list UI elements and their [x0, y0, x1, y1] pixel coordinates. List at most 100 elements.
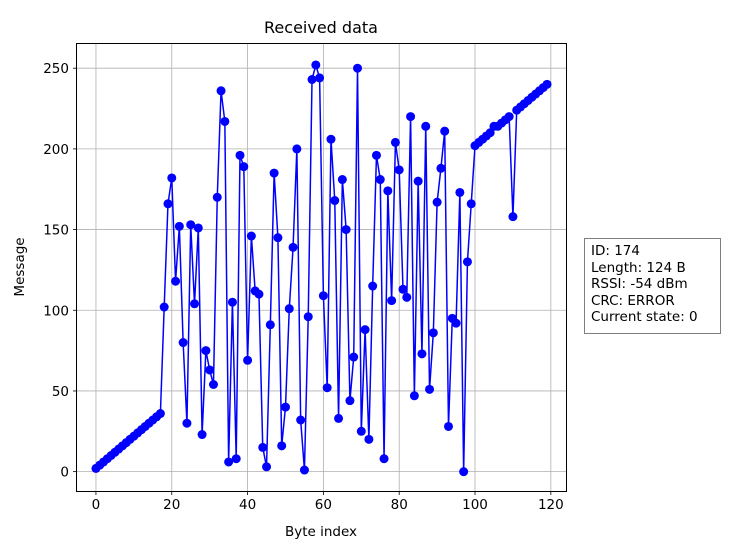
- data-point: [269, 168, 279, 178]
- data-point: [322, 383, 332, 393]
- packet-info-box: ID: 174 Length: 124 B RSSI: -54 dBm CRC:…: [584, 238, 721, 334]
- data-point: [390, 137, 400, 147]
- data-point: [273, 233, 283, 243]
- data-point: [459, 467, 469, 477]
- data-point: [311, 60, 321, 70]
- packet-crc: CRC: ERROR: [591, 292, 675, 309]
- data-point: [201, 346, 211, 356]
- packet-rssi: RSSI: -54 dBm: [591, 276, 688, 292]
- data-point: [334, 413, 344, 423]
- data-point: [307, 75, 317, 85]
- data-point: [455, 187, 465, 197]
- data-point: [402, 292, 412, 302]
- data-point: [227, 297, 237, 307]
- data-point: [296, 415, 306, 425]
- data-point: [353, 63, 363, 73]
- current-state: Current state: 0: [591, 309, 698, 325]
- data-point: [262, 462, 272, 472]
- data-point: [368, 281, 378, 291]
- data-point: [364, 434, 374, 444]
- data-point: [235, 150, 245, 160]
- data-point: [258, 442, 268, 452]
- data-point: [330, 196, 340, 206]
- data-point: [193, 223, 203, 233]
- data-point: [303, 312, 313, 322]
- data-point: [167, 173, 177, 183]
- packet-length: Length: 124 B: [591, 259, 686, 276]
- data-point: [398, 284, 408, 294]
- data-point: [315, 73, 325, 83]
- data-point: [409, 391, 419, 401]
- x-axis-label: Byte index: [285, 524, 357, 540]
- data-point: [171, 276, 181, 286]
- data-point: [186, 220, 196, 230]
- data-point: [337, 175, 347, 185]
- data-point: [413, 176, 423, 186]
- data-point: [182, 418, 192, 428]
- data-point: [341, 225, 351, 235]
- x-tick-label: 0: [92, 497, 101, 513]
- data-point: [197, 430, 207, 440]
- data-point: [239, 162, 249, 172]
- data-point: [246, 231, 256, 241]
- data-point: [432, 197, 442, 207]
- data-point: [387, 296, 397, 306]
- data-point: [243, 355, 253, 365]
- data-point: [451, 318, 461, 328]
- y-tick-label: 150: [43, 223, 69, 239]
- data-point: [299, 465, 309, 475]
- data-point: [280, 402, 290, 412]
- data-point: [163, 199, 173, 209]
- data-point: [504, 112, 514, 122]
- x-tick-label: 100: [462, 497, 488, 513]
- data-point: [220, 116, 230, 126]
- data-point: [443, 421, 453, 431]
- data-point: [360, 325, 370, 335]
- data-point: [383, 186, 393, 196]
- data-point: [212, 192, 222, 202]
- x-tick-label: 120: [538, 497, 564, 513]
- data-point: [436, 163, 446, 173]
- data-point: [284, 304, 294, 314]
- plot-area-frame: [76, 43, 567, 492]
- data-point: [425, 384, 435, 394]
- y-tick-label: 100: [43, 303, 69, 319]
- data-point: [174, 221, 184, 231]
- data-point: [428, 328, 438, 338]
- data-point: [345, 396, 355, 406]
- data-point: [326, 134, 336, 144]
- data-point: [205, 365, 215, 375]
- data-point: [394, 165, 404, 175]
- data-point: [462, 257, 472, 267]
- data-point: [254, 289, 264, 299]
- y-tick-label: 50: [52, 384, 69, 400]
- data-point: [421, 121, 431, 131]
- y-tick-label: 200: [43, 142, 69, 158]
- x-tick-label: 80: [391, 497, 408, 513]
- data-point: [231, 454, 241, 464]
- data-point: [375, 175, 385, 185]
- x-tick-label: 20: [163, 497, 180, 513]
- x-tick-label: 60: [315, 497, 332, 513]
- data-point: [440, 126, 450, 136]
- x-tick-label: 40: [239, 497, 256, 513]
- data-series: [91, 60, 552, 477]
- data-point: [406, 112, 416, 122]
- data-point: [159, 302, 169, 312]
- data-point: [288, 242, 298, 252]
- y-tick-label: 250: [43, 61, 69, 77]
- data-point: [542, 79, 552, 89]
- data-point: [292, 144, 302, 154]
- data-point: [190, 299, 200, 309]
- data-point: [178, 338, 188, 348]
- axis-ticks: 0 20 40 60 80 100 120 0 50 100 150 200 250: [43, 61, 564, 513]
- data-point: [265, 320, 275, 330]
- data-point: [277, 441, 287, 451]
- data-point: [371, 150, 381, 160]
- chart-title: Received data: [264, 18, 378, 37]
- y-axis-label: Message: [12, 237, 28, 296]
- data-point: [508, 212, 518, 222]
- data-point: [208, 379, 218, 389]
- packet-id: ID: 174: [591, 243, 640, 259]
